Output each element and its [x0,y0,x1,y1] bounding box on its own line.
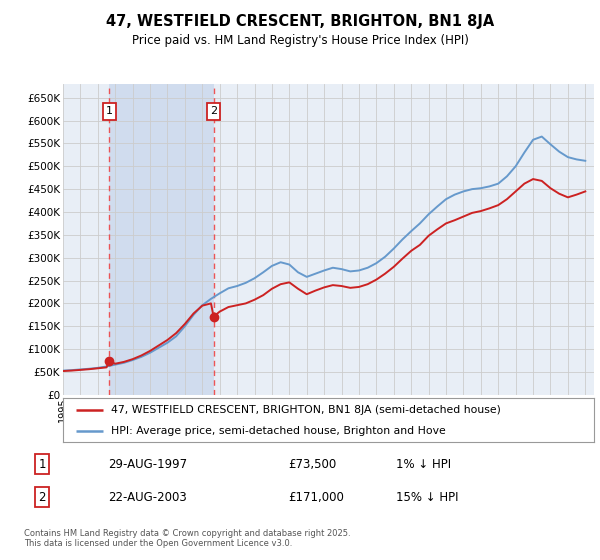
Text: HPI: Average price, semi-detached house, Brighton and Hove: HPI: Average price, semi-detached house,… [111,426,446,436]
Text: £73,500: £73,500 [288,458,336,470]
Text: 22-AUG-2003: 22-AUG-2003 [108,491,187,503]
Text: 1: 1 [106,106,113,116]
Text: 29-AUG-1997: 29-AUG-1997 [108,458,187,470]
Text: £171,000: £171,000 [288,491,344,503]
Text: 2: 2 [210,106,217,116]
Text: Price paid vs. HM Land Registry's House Price Index (HPI): Price paid vs. HM Land Registry's House … [131,34,469,46]
Text: 1% ↓ HPI: 1% ↓ HPI [396,458,451,470]
Text: Contains HM Land Registry data © Crown copyright and database right 2025.
This d: Contains HM Land Registry data © Crown c… [24,529,350,548]
Text: 47, WESTFIELD CRESCENT, BRIGHTON, BN1 8JA: 47, WESTFIELD CRESCENT, BRIGHTON, BN1 8J… [106,14,494,29]
Text: 47, WESTFIELD CRESCENT, BRIGHTON, BN1 8JA (semi-detached house): 47, WESTFIELD CRESCENT, BRIGHTON, BN1 8J… [111,405,500,415]
Bar [109,84,214,395]
Text: 2: 2 [38,491,46,503]
Text: 15% ↓ HPI: 15% ↓ HPI [396,491,458,503]
Text: 1: 1 [38,458,46,470]
